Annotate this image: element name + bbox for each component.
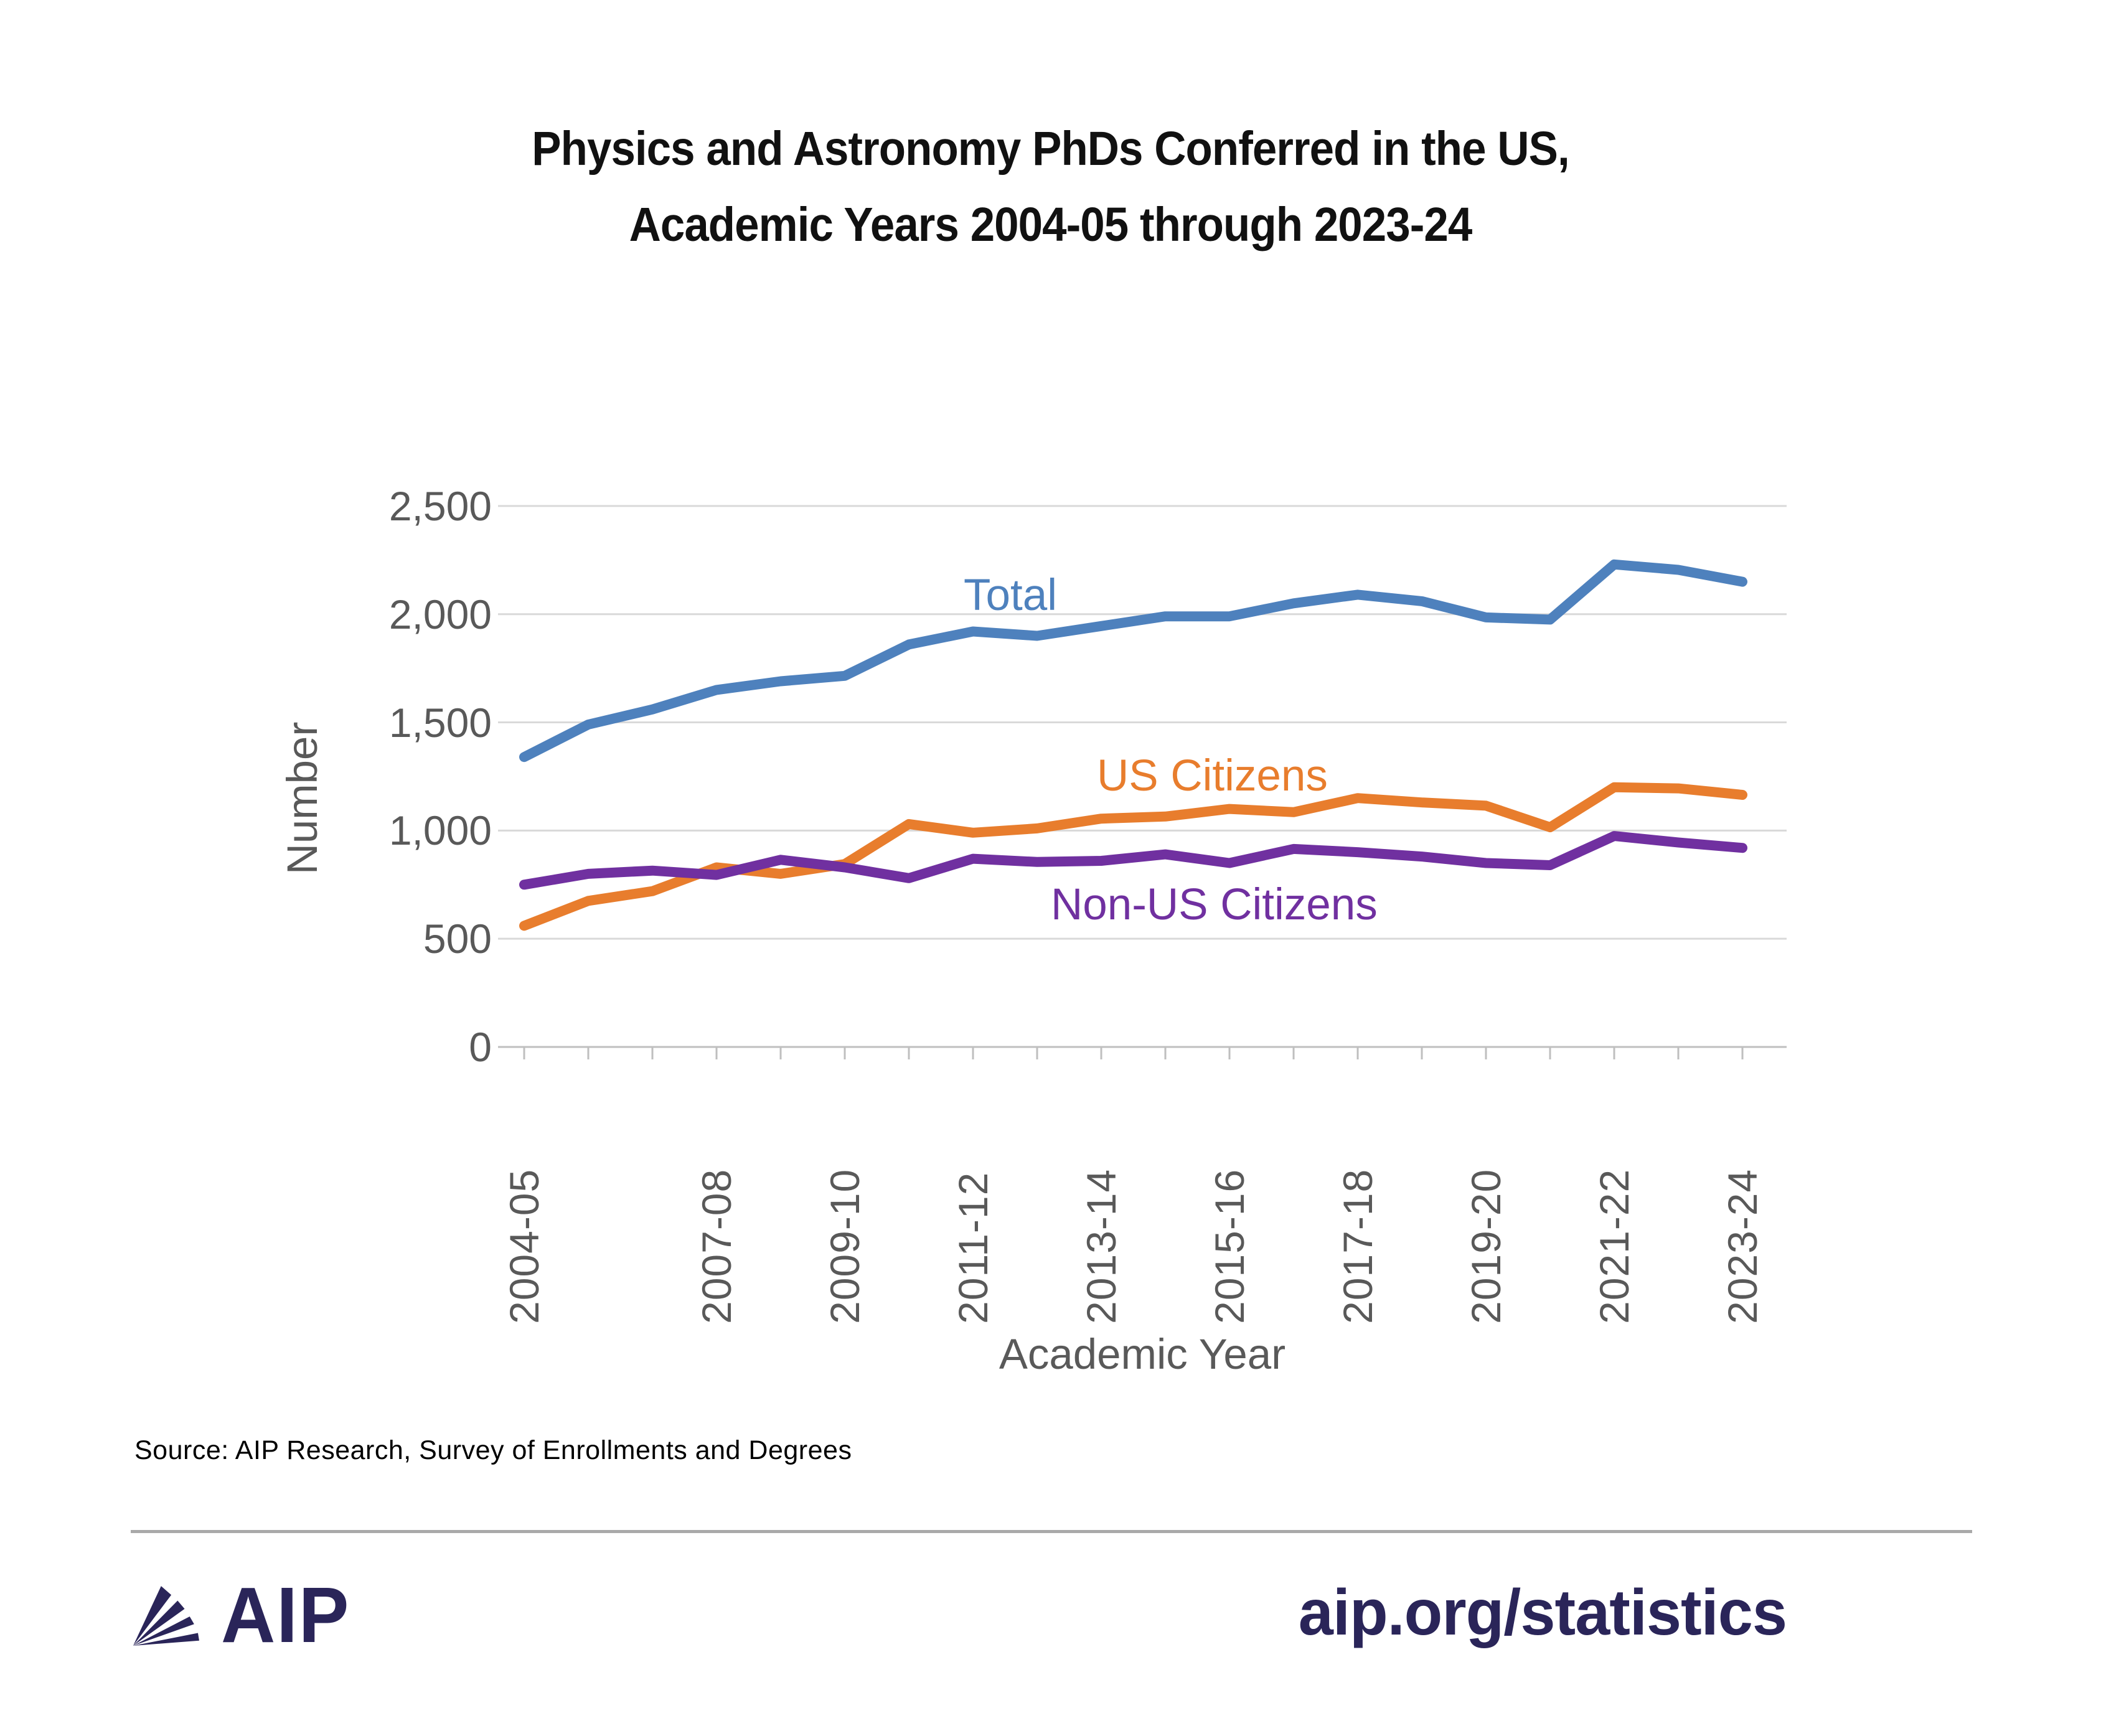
x-tick-label: 2015-16 (1206, 1168, 1253, 1324)
aip-logo-fan-icon (133, 1586, 199, 1646)
aip-logo: AIP (128, 1571, 355, 1659)
series-line-total (519, 559, 1747, 762)
aip-logo-text: AIP (221, 1571, 350, 1659)
x-tick-label: 2019-20 (1463, 1168, 1509, 1324)
y-tick-label: 500 (423, 916, 492, 962)
y-tick-label: 1,500 (388, 699, 492, 746)
x-tick-label: 2011-12 (950, 1171, 996, 1324)
series-label-total: Total (964, 571, 1057, 620)
website-link[interactable]: aip.org/statistics (1298, 1577, 1787, 1649)
source-note: Source: AIP Research, Survey of Enrollme… (134, 1435, 852, 1465)
chart-title: Physics and Astronomy PhDs Conferred in … (84, 111, 2017, 263)
y-tick-label: 0 (469, 1024, 492, 1070)
series-label-non-us-citizens: Non-US Citizens (1051, 880, 1378, 929)
chart-title-line1: Physics and Astronomy PhDs Conferred in … (532, 122, 1569, 176)
y-axis-title: Number (278, 721, 326, 875)
y-tick-label: 2,500 (388, 482, 492, 529)
chart-title-line2: Academic Years 2004-05 through 2023-24 (629, 198, 1473, 251)
x-tick-label: 2013-14 (1078, 1168, 1124, 1324)
footer-divider (131, 1530, 1972, 1533)
x-tick-label: 2021-22 (1591, 1168, 1637, 1324)
x-tick-label: 2009-10 (822, 1168, 868, 1324)
x-tick-label: 2004-05 (501, 1168, 547, 1324)
y-tick-label: 2,000 (388, 591, 492, 637)
x-axis-title: Academic Year (999, 1330, 1286, 1378)
x-tick-label: 2023-24 (1719, 1168, 1765, 1324)
x-tick-label: 2017-18 (1335, 1168, 1381, 1324)
y-tick-label: 1,000 (388, 807, 492, 854)
series-label-us-citizens: US Citizens (1097, 751, 1328, 800)
x-tick-label: 2007-08 (693, 1168, 740, 1324)
series-line-non-us-citizens (519, 831, 1747, 890)
